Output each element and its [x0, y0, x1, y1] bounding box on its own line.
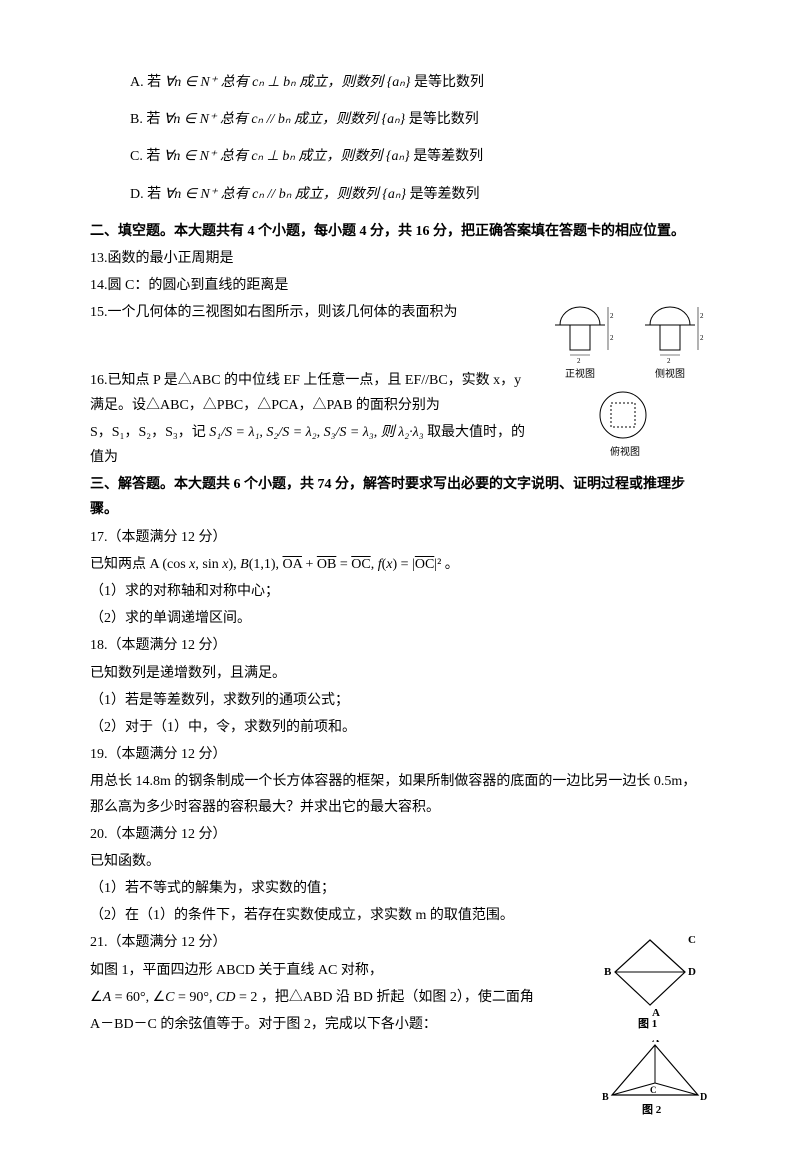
q17-formula: (cos x, sin x), B(1,1), OA + OB = OC, f(… — [162, 557, 441, 572]
opt-c-formula: ∀n ∈ N⁺ 总有 cₙ ⊥ bₙ 成立，则数列 {aₙ} — [164, 149, 410, 164]
three-view-svg: 2 2 2 正视图 2 2 2 侧视图 — [540, 300, 710, 460]
svg-text:C: C — [650, 1085, 657, 1095]
front-view-label: 正视图 — [565, 367, 595, 380]
q20-2: （2）在（1）的条件下，若存在实数使成立，求实数 m 的取值范围。 — [90, 903, 710, 928]
side-view-label: 侧视图 — [655, 367, 685, 380]
figure1-svg: C B D A 图 1 — [600, 930, 710, 1030]
opt-d-formula: ∀n ∈ N⁺ 总有 cₙ // bₙ 成立，则数列 {aₙ} — [165, 187, 406, 202]
opt-b-prefix: B. 若 — [130, 112, 160, 127]
option-a: A. 若 ∀n ∈ N⁺ 总有 cₙ ⊥ bₙ 成立，则数列 {aₙ} 是等比数… — [130, 70, 710, 95]
svg-text:D: D — [688, 966, 696, 978]
q17-prefix: 已知两点 A — [90, 557, 159, 572]
option-b: B. 若 ∀n ∈ N⁺ 总有 cₙ // bₙ 成立，则数列 {aₙ} 是等比… — [130, 107, 710, 132]
svg-text:B: B — [604, 966, 612, 978]
svg-text:A: A — [652, 1040, 660, 1045]
q17-1: （1）求的对称轴和对称中心； — [90, 579, 710, 604]
q21-figures: C B D A 图 1 A B D C 图 2 — [600, 930, 710, 1128]
q13: 13.函数的最小正周期是 — [90, 246, 710, 271]
opt-b-formula: ∀n ∈ N⁺ 总有 cₙ // bₙ 成立，则数列 {aₙ} — [164, 112, 405, 127]
q20-1: （1）若不等式的解集为，求实数的值； — [90, 876, 710, 901]
opt-a-formula: ∀n ∈ N⁺ 总有 cₙ ⊥ bₙ 成立，则数列 {aₙ} — [165, 75, 411, 90]
svg-text:2: 2 — [667, 357, 671, 365]
q18-2: （2）对于（1）中，令，求数列的前项和。 — [90, 715, 710, 740]
q18-title: 18.（本题满分 12 分） — [90, 633, 710, 658]
opt-c-suffix: 是等差数列 — [413, 149, 483, 164]
section3-title: 三、解答题。本大题共 6 个小题，共 74 分，解答时要求写出必要的文字说明、证… — [90, 472, 710, 522]
q21-line2-suffix: ，把△ABD 沿 BD 折起（如图 2），使二面角 — [261, 990, 534, 1005]
q20-title: 20.（本题满分 12 分） — [90, 822, 710, 847]
section2-title: 二、填空题。本大题共有 4 个小题，每小题 4 分，共 16 分，把正确答案填在… — [90, 219, 710, 244]
figure2-svg: A B D C 图 2 — [600, 1040, 710, 1120]
svg-text:2: 2 — [577, 357, 581, 365]
svg-text:D: D — [700, 1092, 707, 1103]
q19-text: 用总长 14.8m 的钢条制成一个长方体容器的框架，如果所制做容器的底面的一边比… — [90, 769, 710, 819]
q18-given: 已知数列是递增数列，且满足。 — [90, 661, 710, 686]
svg-text:2: 2 — [610, 312, 614, 320]
top-view-label: 俯视图 — [610, 445, 640, 458]
q18-1: （1）若是等差数列，求数列的通项公式； — [90, 688, 710, 713]
opt-b-suffix: 是等比数列 — [409, 112, 479, 127]
q17-2: （2）求的单调递增区间。 — [90, 606, 710, 631]
q17-given: 已知两点 A (cos x, sin x), B(1,1), OA + OB =… — [90, 552, 710, 577]
q17-suffix: 。 — [445, 557, 459, 572]
q14: 14.圆 C：的圆心到直线的距离是 — [90, 273, 710, 298]
q16b-prefix: S，S₁，S₂，S₃，记 — [90, 425, 206, 440]
opt-a-suffix: 是等比数列 — [414, 75, 484, 90]
option-c: C. 若 ∀n ∈ N⁺ 总有 cₙ ⊥ bₙ 成立，则数列 {aₙ} 是等差数… — [130, 144, 710, 169]
opt-d-prefix: D. 若 — [130, 187, 161, 202]
svg-text:图 1: 图 1 — [638, 1017, 657, 1030]
opt-d-suffix: 是等差数列 — [410, 187, 480, 202]
option-d: D. 若 ∀n ∈ N⁺ 总有 cₙ // bₙ 成立，则数列 {aₙ} 是等差… — [130, 182, 710, 207]
svg-text:C: C — [688, 934, 696, 946]
q16b-formula: S₁/S = λ₁, S₂/S = λ₂, S₃/S = λ₃, 则 λ₂·λ₃ — [209, 425, 427, 440]
three-view-figure: 2 2 2 正视图 2 2 2 侧视图 — [540, 300, 710, 440]
q21-formula: ∠A = 60°, ∠C = 90°, CD = 2 — [90, 990, 257, 1005]
page: A. 若 ∀n ∈ N⁺ 总有 cₙ ⊥ bₙ 成立，则数列 {aₙ} 是等比数… — [0, 0, 800, 1169]
q20-given: 已知函数。 — [90, 849, 710, 874]
svg-text:图 2: 图 2 — [642, 1103, 662, 1116]
svg-text:2: 2 — [700, 312, 704, 320]
svg-text:B: B — [602, 1092, 609, 1103]
svg-text:2: 2 — [610, 334, 614, 342]
svg-text:2: 2 — [700, 334, 704, 342]
opt-c-prefix: C. 若 — [130, 149, 160, 164]
q17-title: 17.（本题满分 12 分） — [90, 525, 710, 550]
opt-a-prefix: A. 若 — [130, 75, 161, 90]
q19-title: 19.（本题满分 12 分） — [90, 742, 710, 767]
